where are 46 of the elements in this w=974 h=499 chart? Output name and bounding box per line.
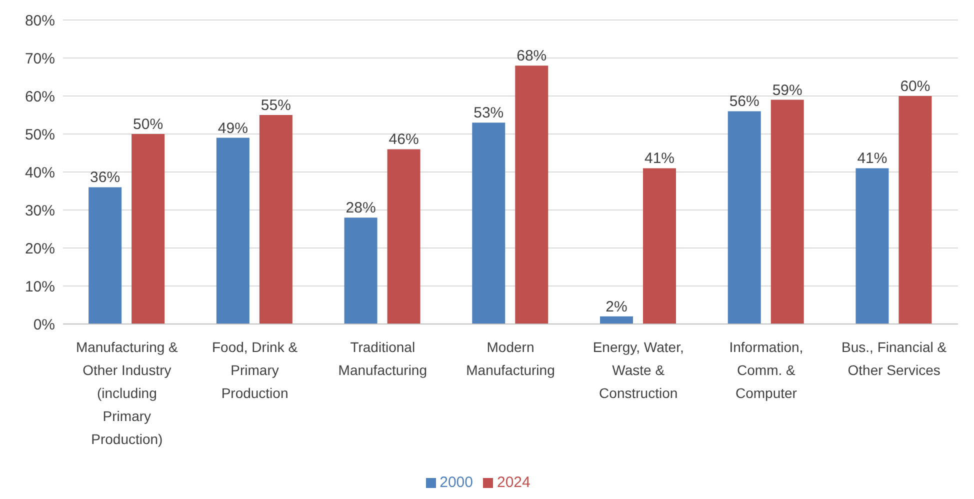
x-tick-label: Bus., Financial & Other Services [842,339,948,378]
y-tick-label: 60% [24,88,55,106]
bar [643,168,676,324]
data-label: 46% [388,131,419,148]
bar [856,168,889,324]
y-tick-label: 0% [33,316,55,334]
data-label: 53% [474,104,504,122]
bar [387,149,420,324]
data-label: 41% [857,150,888,168]
y-tick-label: 50% [24,126,55,144]
x-tick-label: Food, Drink & Primary Production [212,339,298,401]
bar [728,111,761,324]
data-label: 55% [260,97,291,114]
x-tick-label: Traditional Manufacturing [338,339,427,378]
y-tick-label: 80% [24,12,55,30]
bar [344,218,378,324]
y-tick-label: 20% [24,240,55,258]
x-tick-label: Manufacturing & Other Industry (including Primary Production) [76,339,179,447]
data-label: 41% [644,150,675,168]
data-label: 28% [346,200,376,217]
bar [132,134,165,324]
data-label: 49% [218,120,248,137]
bar [472,122,506,324]
bar [770,100,804,324]
legend-label: 2024 [497,474,530,491]
y-tick-label: 40% [24,164,55,182]
data-label: 60% [900,78,930,95]
data-label: 2% [606,298,628,316]
y-tick-label: 30% [24,202,55,220]
bar [898,96,932,324]
legend-label: 2000 [440,474,473,491]
bar [88,187,122,324]
x-tick-label: Modern Manufacturing [466,339,555,378]
bar [515,66,548,324]
bar [600,316,633,324]
y-tick-label: 10% [24,278,55,296]
data-label: 50% [133,116,164,133]
x-tick-label: Information, Comm. & Computer [729,339,804,401]
x-tick-label: Energy, Water, Waste & Construction [592,339,684,401]
data-label: 59% [772,82,802,99]
bar [259,115,292,324]
bar [216,138,250,324]
data-label: 68% [516,48,547,65]
y-tick-label: 70% [24,50,55,68]
data-label: 56% [729,93,760,110]
data-label: 36% [90,169,120,186]
